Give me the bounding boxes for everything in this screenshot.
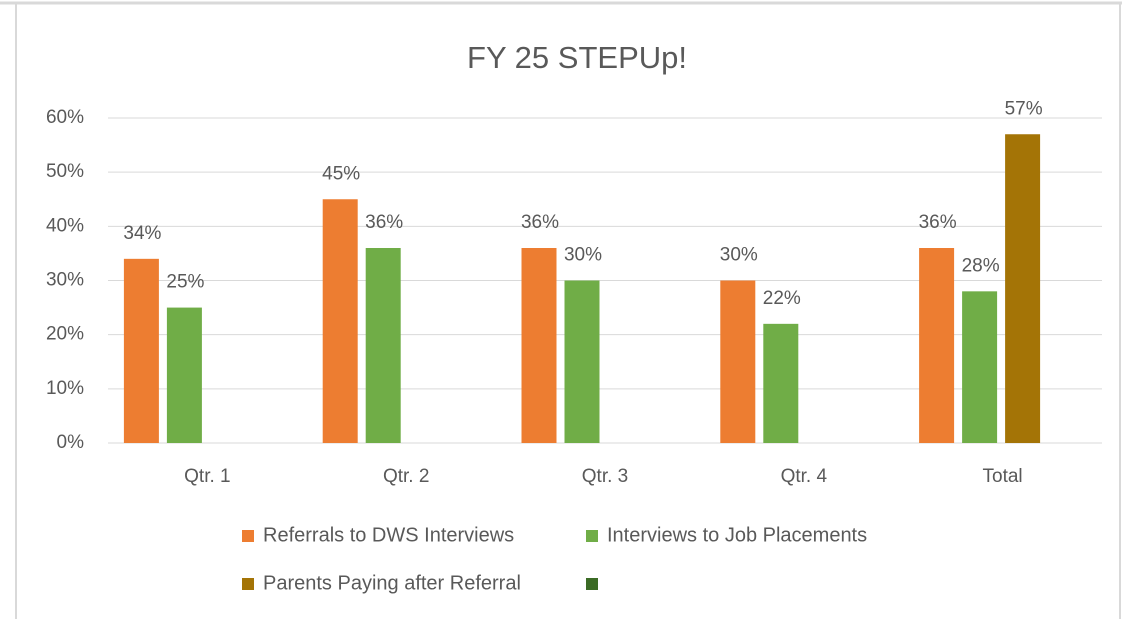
- data-label: 36%: [365, 212, 403, 233]
- bar: [365, 248, 401, 443]
- data-label: 36%: [919, 212, 957, 233]
- bar: [1005, 134, 1041, 443]
- data-label: 57%: [1005, 98, 1043, 119]
- data-label: 25%: [166, 272, 204, 293]
- legend-label: Referrals to DWS Interviews: [263, 524, 514, 546]
- bar: [919, 248, 955, 443]
- data-label: 30%: [564, 245, 602, 266]
- data-label: 30%: [720, 245, 758, 266]
- bar: [720, 280, 756, 443]
- y-tick-label: 10%: [46, 378, 84, 399]
- chart-title: FY 25 STEPUp!: [467, 40, 687, 75]
- y-tick-label: 0%: [57, 432, 85, 453]
- legend-swatch: [242, 578, 254, 590]
- y-tick-label: 60%: [46, 107, 84, 128]
- data-label: 36%: [521, 212, 559, 233]
- x-tick-label: Qtr. 2: [383, 466, 429, 487]
- x-tick-label: Qtr. 4: [781, 466, 828, 487]
- y-tick-label: 50%: [46, 161, 84, 182]
- data-label: 22%: [763, 288, 801, 309]
- x-tick-label: Total: [983, 466, 1023, 487]
- legend-label: Interviews to Job Placements: [607, 524, 867, 546]
- legend-swatch: [586, 530, 598, 542]
- legend-swatch: [242, 530, 254, 542]
- data-label: 34%: [123, 223, 161, 244]
- y-tick-label: 20%: [46, 324, 84, 345]
- data-label: 28%: [962, 255, 1000, 276]
- bar: [123, 258, 159, 443]
- legend-swatch-empty: [586, 578, 598, 590]
- data-label: 45%: [322, 163, 360, 184]
- bar: [166, 307, 202, 443]
- bar: [564, 280, 600, 443]
- bar: [521, 248, 557, 443]
- y-tick-label: 30%: [46, 270, 84, 291]
- bar: [962, 291, 998, 443]
- bar: [322, 199, 358, 443]
- x-tick-label: Qtr. 3: [582, 466, 628, 487]
- bar: [763, 323, 799, 443]
- x-tick-label: Qtr. 1: [184, 466, 230, 487]
- legend-label: Parents Paying after Referral: [263, 572, 521, 594]
- y-tick-label: 40%: [46, 215, 84, 236]
